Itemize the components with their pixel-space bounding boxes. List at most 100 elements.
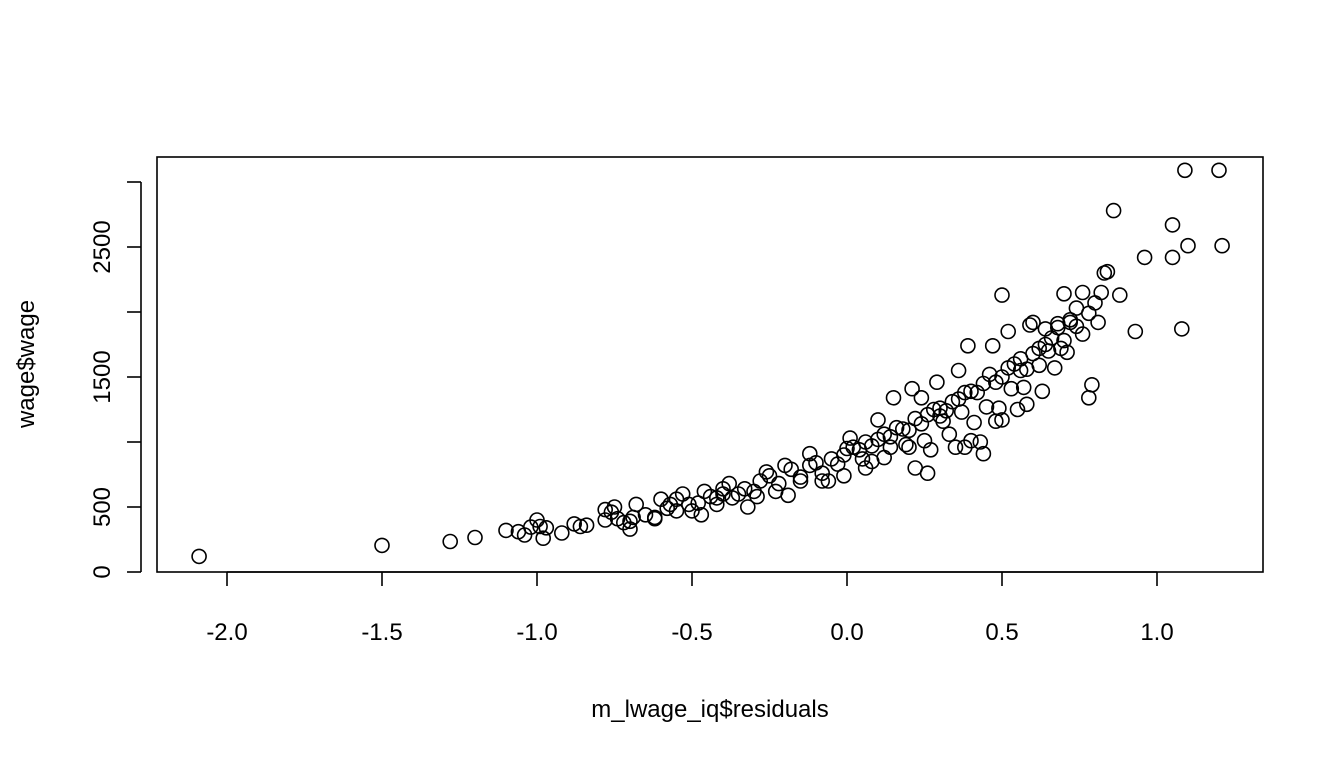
data-point xyxy=(1093,284,1109,301)
data-point xyxy=(922,441,939,458)
data-point xyxy=(1084,376,1100,393)
plot-frame xyxy=(156,156,1264,573)
data-point xyxy=(963,383,979,400)
data-point xyxy=(820,473,837,489)
data-point xyxy=(578,517,595,534)
data-point xyxy=(984,337,1001,354)
data-point xyxy=(1074,284,1091,301)
data-point xyxy=(553,525,570,541)
data-point xyxy=(870,412,886,428)
data-point xyxy=(767,483,784,500)
y-tick-label: 1500 xyxy=(89,350,116,403)
data-point xyxy=(960,337,976,354)
data-point xyxy=(1034,383,1051,400)
data-point xyxy=(715,480,731,497)
data-point xyxy=(907,460,924,476)
data-point xyxy=(972,434,989,450)
x-axis-label: m_lwage_iq$residuals xyxy=(591,696,828,723)
data-point xyxy=(693,506,710,523)
data-point xyxy=(814,473,831,489)
data-point xyxy=(1112,287,1128,303)
data-point xyxy=(941,426,958,443)
data-points xyxy=(191,162,1230,565)
data-point xyxy=(898,436,914,453)
data-point xyxy=(739,499,756,515)
data-point xyxy=(442,533,459,550)
data-point xyxy=(1025,314,1041,331)
data-point xyxy=(1214,237,1230,254)
data-point xyxy=(792,469,809,485)
data-point xyxy=(1015,379,1032,396)
data-point xyxy=(935,413,951,430)
data-point xyxy=(1056,332,1072,349)
y-axis-label: wage$wage xyxy=(13,300,40,429)
data-point xyxy=(1003,380,1020,397)
data-point xyxy=(966,414,982,431)
x-tick-label: 1.0 xyxy=(1140,619,1173,646)
data-point xyxy=(749,488,765,505)
data-point xyxy=(1068,318,1085,335)
data-point xyxy=(659,500,676,517)
x-tick-label: 0.0 xyxy=(830,619,863,646)
data-point xyxy=(1136,249,1153,266)
data-point xyxy=(978,399,995,415)
data-point xyxy=(904,380,920,397)
y-tick-label: 500 xyxy=(89,487,116,527)
data-point xyxy=(532,518,548,535)
data-point xyxy=(994,287,1010,303)
data-point xyxy=(1180,237,1196,254)
x-tick-label: 0.5 xyxy=(985,619,1018,646)
data-point xyxy=(1211,162,1227,179)
data-point xyxy=(374,537,390,554)
x-tick-label: -1.5 xyxy=(361,619,402,646)
data-point xyxy=(746,483,762,500)
data-point xyxy=(1096,265,1113,281)
data-point xyxy=(724,490,741,506)
y-tick-label: 2500 xyxy=(89,220,116,273)
x-tick-label: -2.0 xyxy=(206,619,247,646)
data-point xyxy=(894,421,911,437)
data-point xyxy=(1019,396,1035,413)
data-point xyxy=(901,439,917,456)
data-point xyxy=(668,503,685,519)
data-point xyxy=(498,522,514,539)
data-point xyxy=(1000,323,1017,340)
data-point xyxy=(842,430,858,446)
data-point xyxy=(836,467,852,484)
data-point xyxy=(950,362,967,379)
data-point xyxy=(792,473,809,489)
data-point xyxy=(1164,217,1181,233)
data-point xyxy=(1009,401,1026,418)
data-point xyxy=(606,499,623,515)
data-point xyxy=(1059,344,1075,361)
data-point xyxy=(1012,362,1029,379)
x-axis: -2.0 -1.5 -1.0 -0.5 0.0 0.5 1.0 xyxy=(206,571,1174,646)
data-point xyxy=(801,445,818,462)
data-point xyxy=(975,445,992,462)
data-point xyxy=(1090,314,1106,331)
data-point xyxy=(1127,323,1144,340)
data-point xyxy=(467,529,483,546)
data-point xyxy=(1174,321,1190,337)
data-point xyxy=(1046,360,1063,376)
data-point xyxy=(888,419,905,436)
data-point xyxy=(913,389,930,406)
data-point xyxy=(783,461,800,478)
data-point xyxy=(538,519,555,536)
data-point xyxy=(1081,389,1097,406)
data-point xyxy=(956,384,973,401)
data-point xyxy=(622,521,638,537)
data-point xyxy=(572,518,589,535)
data-point xyxy=(1056,285,1072,302)
data-point xyxy=(646,510,663,527)
y-tick-label: 0 xyxy=(89,565,116,578)
data-point xyxy=(1105,202,1122,219)
data-point xyxy=(736,480,753,497)
data-point xyxy=(956,439,973,456)
data-point xyxy=(1022,317,1038,333)
data-point xyxy=(953,404,970,420)
data-point xyxy=(882,439,899,456)
data-point xyxy=(947,439,964,456)
data-point xyxy=(885,389,902,406)
